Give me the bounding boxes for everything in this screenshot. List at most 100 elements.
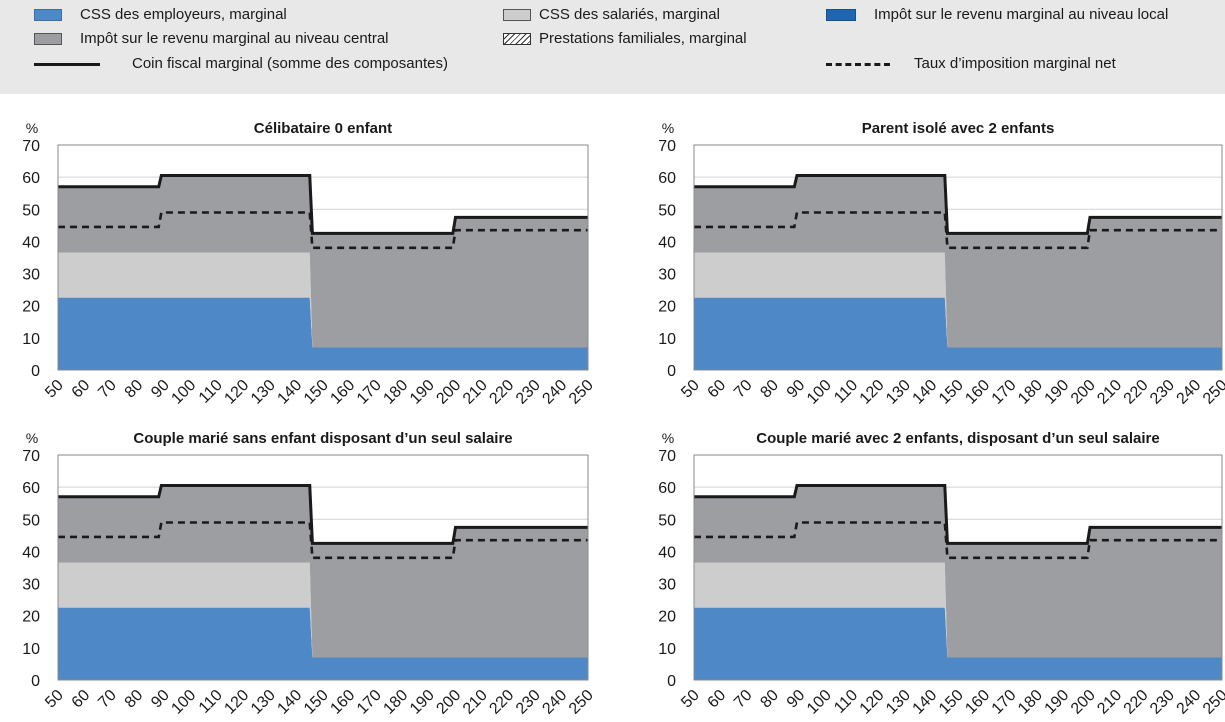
x-tick-label: 60 [69,377,94,402]
x-tick-label: 190 [1042,687,1073,718]
legend-label: CSS des salariés, marginal [539,6,720,23]
x-tick-label: 200 [1068,377,1099,408]
y-tick-label: 60 [22,480,40,497]
x-tick-label: 200 [433,687,464,718]
plot-frame [693,454,1223,681]
x-tick-label: 200 [433,377,464,408]
x-tick-label: 80 [757,377,782,402]
x-tick-label: 150 [936,377,967,408]
y-tick-label: 10 [22,641,40,658]
x-tick-label: 160 [327,377,358,408]
employer-ssc-area [694,607,1222,680]
x-tick-label: 110 [196,687,226,717]
family-benefits-swatch [503,33,531,45]
x-tick-label: 220 [486,377,517,408]
legend-label: Impôt sur le revenu marginal au niveau c… [80,30,389,47]
legend-label: Impôt sur le revenu marginal au niveau l… [874,6,1169,23]
y-tick-label: 30 [658,577,676,594]
employee-ssc-swatch [503,9,531,21]
x-tick-label: 110 [196,377,226,407]
employer-ssc-area [58,607,588,680]
x-tick-label: 180 [380,687,411,718]
x-tick-label: 150 [301,377,332,408]
employer-ssc-area [58,297,588,370]
x-tick-label: 220 [1121,377,1152,408]
y-tick-label: 50 [658,512,676,529]
x-tick-label: 80 [757,687,782,712]
y-tick-label: 20 [22,299,40,316]
x-tick-label: 80 [122,377,147,402]
employee-ssc-area [58,252,588,348]
y-tick-label: 60 [22,170,40,187]
y-tick-label: 10 [658,641,676,658]
x-tick-label: 120 [857,687,888,718]
tax-wedge-line [694,484,1222,545]
x-tick-label: 240 [539,687,570,718]
x-tick-label: 210 [460,687,491,718]
x-tick-label: 140 [274,377,305,408]
y-tick-label: 0 [31,363,40,380]
x-tick-label: 100 [168,687,199,718]
x-tick-label: 60 [705,687,730,712]
y-tick-label: 40 [658,234,676,251]
x-tick-label: 120 [221,377,252,408]
x-tick-label: 200 [1068,687,1099,718]
x-tick-label: 130 [883,377,914,408]
x-tick-label: 230 [1147,377,1178,408]
tax-wedge-line [58,484,588,545]
x-tick-label: 100 [804,377,835,408]
x-tick-label: 250 [1200,377,1225,408]
y-tick-label: 50 [22,202,40,219]
y-tick-label: 70 [658,448,676,465]
y-axis-unit: % [662,120,674,136]
x-tick-label: 190 [1042,377,1073,408]
y-tick-label: 30 [658,267,676,284]
y-tick-label: 20 [658,609,676,626]
y-tick-label: 50 [658,202,676,219]
y-tick-label: 50 [22,512,40,529]
x-tick-label: 210 [460,377,491,408]
legend-label: Prestations familiales, marginal [539,30,747,47]
legend-label: Taux d’imposition marginal net [914,55,1116,72]
x-tick-label: 60 [705,377,730,402]
plot-frame [693,144,1223,371]
x-tick-label: 210 [1094,687,1125,718]
y-tick-label: 20 [22,609,40,626]
x-tick-label: 210 [1094,377,1125,408]
x-tick-label: 240 [1174,687,1205,718]
y-tick-label: 10 [22,331,40,348]
x-tick-label: 50 [42,687,67,712]
x-tick-label: 150 [936,687,967,718]
employer-ssc-area [694,297,1222,370]
y-axis-unit: % [26,120,38,136]
y-tick-label: 30 [22,577,40,594]
y-axis-unit: % [662,430,674,446]
tax-wedge-line-swatch [34,63,100,66]
x-tick-label: 230 [513,377,544,408]
x-tick-label: 170 [989,377,1020,408]
x-tick-label: 70 [731,377,756,402]
x-tick-label: 100 [168,377,199,408]
x-tick-label: 180 [1015,377,1046,408]
x-tick-label: 50 [678,687,703,712]
y-tick-label: 30 [22,267,40,284]
local-tax-swatch [826,9,856,21]
x-tick-label: 120 [221,687,252,718]
x-tick-label: 160 [962,687,993,718]
x-tick-label: 110 [831,687,861,717]
central-tax-swatch [34,33,62,45]
x-tick-label: 140 [910,687,941,718]
y-tick-label: 60 [658,480,676,497]
x-tick-label: 250 [566,687,597,718]
chart-title: Célibataire 0 enfant [254,120,392,137]
x-tick-label: 130 [248,687,279,718]
y-tick-label: 0 [31,673,40,690]
tax-wedge-line [694,174,1222,235]
x-tick-label: 250 [1200,687,1225,718]
y-tick-label: 70 [22,448,40,465]
y-tick-label: 60 [658,170,676,187]
